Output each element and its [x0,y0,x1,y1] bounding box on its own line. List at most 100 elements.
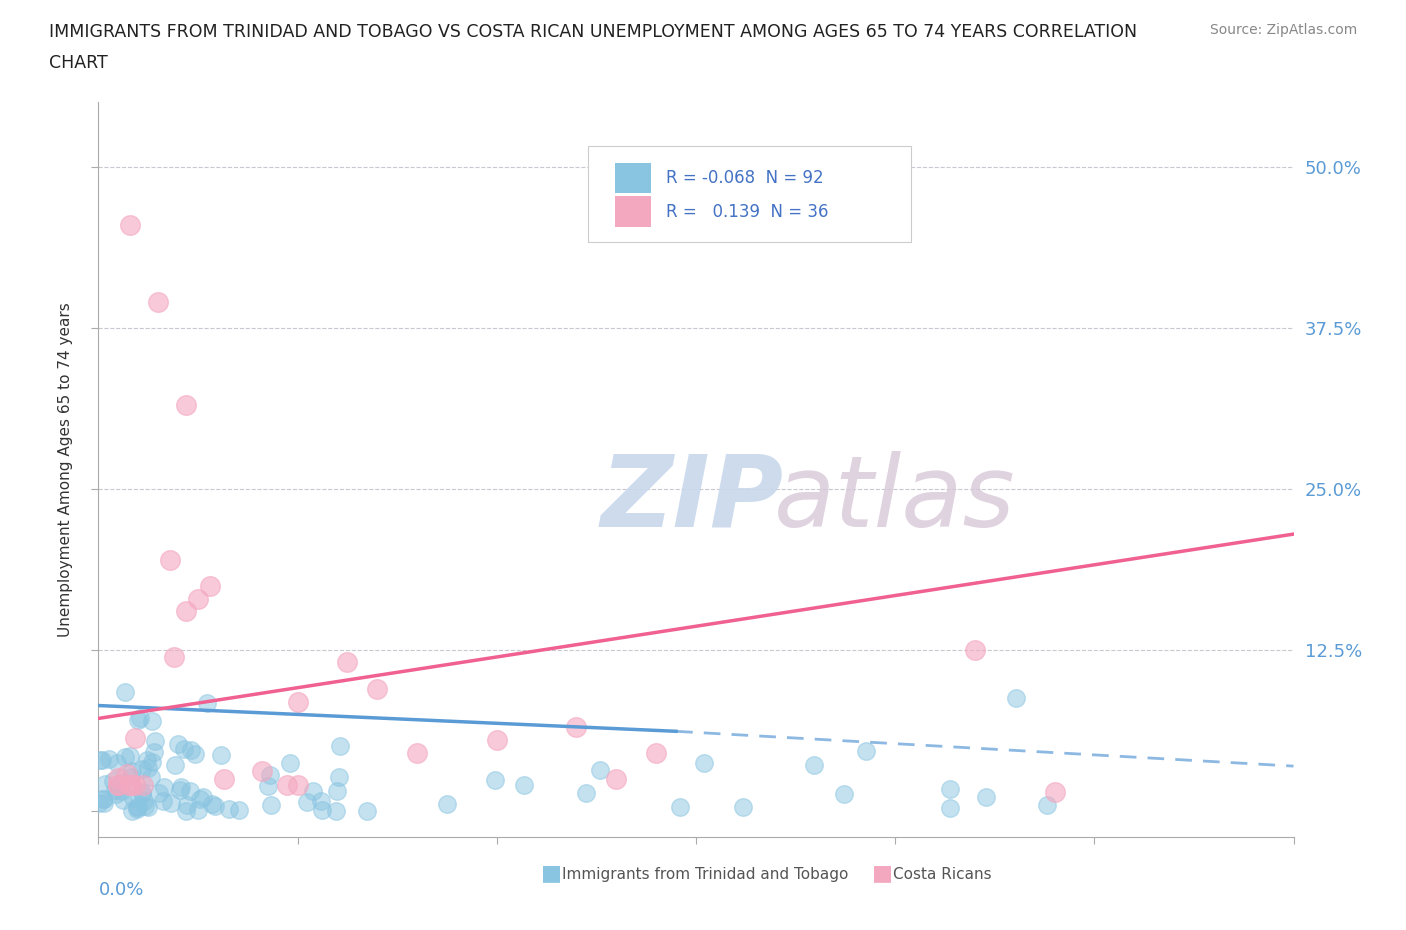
Text: Costa Ricans: Costa Ricans [893,867,991,882]
Point [287,694,309,709]
Point [94,777,117,791]
Point [201,796,224,811]
Point [180,743,202,758]
Point [128,711,150,725]
Point [939,782,962,797]
Point [668,799,690,814]
Bar [614,196,651,227]
Point [356,804,378,818]
Point [162,649,184,664]
Text: Immigrants from Trinidad and Tobago: Immigrants from Trinidad and Tobago [562,867,849,882]
Point [976,790,998,804]
Point [187,803,209,817]
Point [484,773,506,788]
Point [259,767,281,782]
Point [645,746,668,761]
Point [209,748,232,763]
Point [152,793,174,808]
Point [855,743,877,758]
Point [252,764,274,778]
Point [176,798,198,813]
Point [121,804,143,818]
Point [287,778,309,793]
Point [142,744,165,759]
Point [280,756,302,771]
Point [832,787,855,802]
Point [114,750,136,764]
Point [107,771,129,786]
Point [513,777,536,792]
Point [1036,797,1059,812]
Point [127,712,149,727]
Point [125,802,148,817]
Point [260,798,283,813]
Point [131,786,153,801]
Point [131,762,153,777]
Point [228,802,250,817]
Point [1043,784,1066,799]
Point [939,801,962,816]
Point [329,738,352,753]
Point [104,787,127,802]
Point [118,778,141,793]
Point [326,783,349,798]
Point [1005,690,1028,705]
Point [605,772,627,787]
Point [589,763,612,777]
Point [406,746,429,761]
Point [120,218,142,232]
Point [485,733,508,748]
Point [148,786,170,801]
Point [302,784,325,799]
Text: atlas: atlas [773,450,1015,548]
FancyBboxPatch shape [589,146,911,242]
Point [131,785,153,800]
Point [124,778,146,793]
Point [132,793,155,808]
Point [204,799,226,814]
Point [328,769,350,784]
Point [174,804,197,818]
Point [184,747,207,762]
Point [135,752,157,767]
Point [110,784,132,799]
Point [120,778,142,793]
Point [169,782,191,797]
Text: R =   0.139  N = 36: R = 0.139 N = 36 [666,203,828,220]
Text: R = -0.068  N = 92: R = -0.068 N = 92 [666,169,824,187]
Point [141,769,163,784]
Point [93,791,115,806]
Point [187,591,209,606]
Point [565,720,588,735]
Point [141,713,163,728]
Point [188,791,211,806]
Point [127,800,149,815]
Point [97,751,120,766]
Point [91,752,114,767]
Point [107,778,129,793]
Point [366,682,388,697]
Point [93,795,115,810]
Point [214,772,236,787]
Point [731,800,754,815]
Point [141,754,163,769]
Text: ■: ■ [872,863,893,883]
Point [125,799,148,814]
Point [104,783,127,798]
Bar [614,163,651,193]
Point [193,790,215,804]
Text: 0.0%: 0.0% [98,881,143,899]
Text: CHART: CHART [49,54,108,72]
Text: Source: ZipAtlas.com: Source: ZipAtlas.com [1209,23,1357,37]
Point [145,734,167,749]
Text: IMMIGRANTS FROM TRINIDAD AND TOBAGO VS COSTA RICAN UNEMPLOYMENT AMONG AGES 65 TO: IMMIGRANTS FROM TRINIDAD AND TOBAGO VS C… [49,23,1137,41]
Point [165,758,187,773]
Point [166,737,188,751]
Point [174,604,197,618]
Text: ■: ■ [541,863,562,883]
Y-axis label: Unemployment Among Ages 65 to 74 years: Unemployment Among Ages 65 to 74 years [58,302,73,637]
Point [963,643,986,658]
Point [134,799,156,814]
Point [575,786,598,801]
Point [124,730,146,745]
